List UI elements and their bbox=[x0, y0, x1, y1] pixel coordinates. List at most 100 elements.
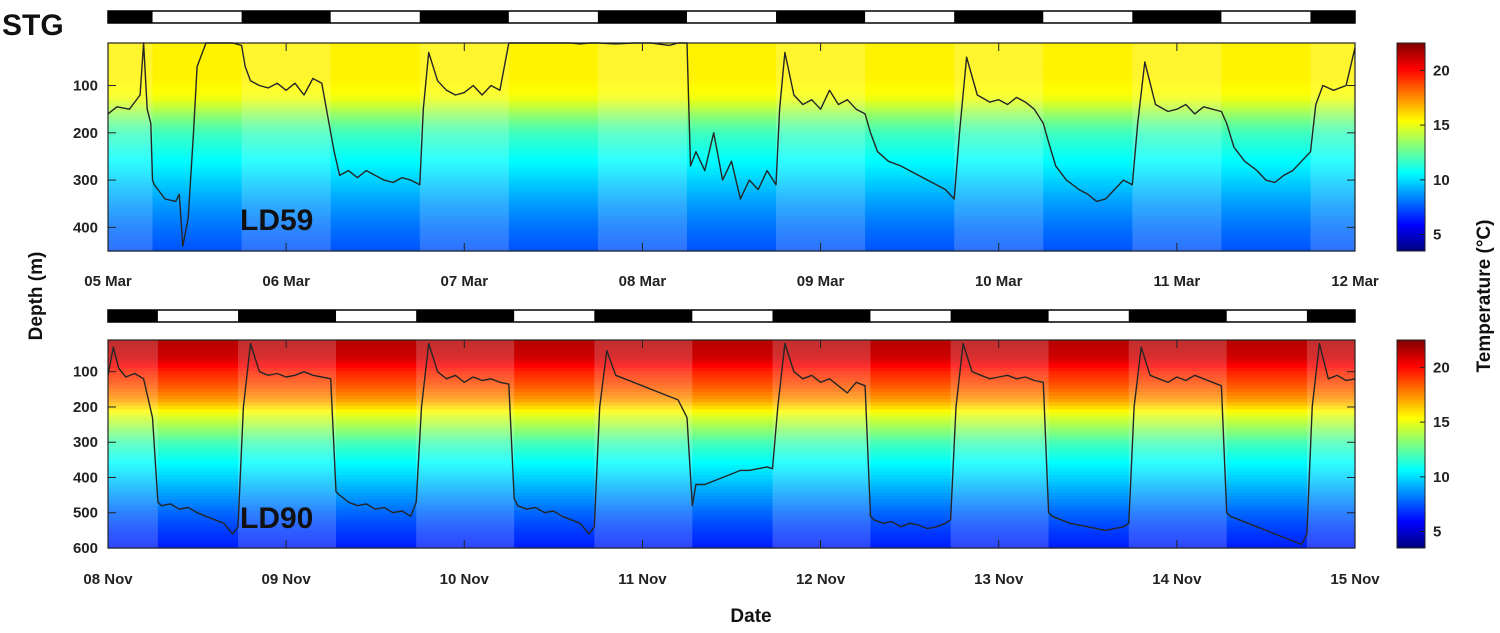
x-tick-label: 08 Nov bbox=[83, 571, 133, 588]
heatmap-band bbox=[108, 185, 1355, 190]
heatmap-band bbox=[108, 88, 1355, 93]
heatmap-band bbox=[108, 464, 1355, 469]
heatmap-band bbox=[108, 523, 1355, 528]
heatmap-band bbox=[108, 95, 1355, 100]
night-segment bbox=[1128, 310, 1227, 322]
heatmap-band bbox=[108, 371, 1355, 376]
heatmap-band bbox=[108, 126, 1355, 131]
heatmap-band bbox=[108, 67, 1355, 72]
x-tick-label: 14 Nov bbox=[1152, 571, 1202, 588]
temperature-heatmap bbox=[108, 340, 1355, 549]
panel-label: LD59 bbox=[240, 204, 313, 237]
x-tick-label: 11 Nov bbox=[618, 571, 667, 588]
heatmap-band bbox=[108, 381, 1355, 386]
heatmap-band bbox=[108, 343, 1355, 348]
heatmap-band bbox=[108, 357, 1355, 362]
temperature-heatmap bbox=[108, 43, 1355, 252]
heatmap-band bbox=[108, 509, 1355, 514]
x-tick-label: 12 Nov bbox=[796, 571, 846, 588]
heatmap-band bbox=[108, 233, 1355, 238]
y-tick-label: 300 bbox=[73, 172, 98, 189]
heatmap-band bbox=[108, 353, 1355, 358]
heatmap-band bbox=[108, 450, 1355, 455]
heatmap-band bbox=[108, 454, 1355, 459]
colorbar-tick-label: 10 bbox=[1433, 469, 1450, 486]
heatmap-band bbox=[108, 544, 1355, 549]
heatmap-band bbox=[108, 482, 1355, 487]
heatmap-band bbox=[108, 461, 1355, 466]
heatmap-band bbox=[108, 209, 1355, 214]
heatmap-band bbox=[108, 164, 1355, 169]
panel-ld90: 100 200 300 400 500 600 08 Nov 09 Nov 10 Nov 11 N… bbox=[73, 309, 1450, 588]
heatmap-band bbox=[108, 433, 1355, 438]
night-shading bbox=[1128, 340, 1227, 548]
panel-label: LD90 bbox=[240, 502, 313, 535]
night-shading bbox=[950, 340, 1049, 548]
depth-trace bbox=[107, 342, 1356, 546]
heatmap-band bbox=[108, 247, 1355, 252]
heatmap-band bbox=[108, 91, 1355, 96]
heatmap-band bbox=[108, 205, 1355, 210]
heatmap-band bbox=[108, 530, 1355, 535]
night-shading bbox=[419, 43, 509, 251]
heatmap-band bbox=[108, 496, 1355, 501]
night-segment bbox=[1310, 11, 1355, 23]
colorbar-tick-label: 5 bbox=[1433, 524, 1441, 541]
night-shading bbox=[772, 340, 871, 548]
heatmap-band bbox=[108, 133, 1355, 138]
night-shading bbox=[954, 43, 1044, 251]
x-tick-label: 13 Nov bbox=[974, 571, 1024, 588]
heatmap-band bbox=[108, 447, 1355, 452]
heatmap-band bbox=[108, 350, 1355, 355]
heatmap-band bbox=[108, 475, 1355, 480]
heatmap-band bbox=[108, 527, 1355, 532]
heatmap-band bbox=[108, 340, 1355, 345]
heatmap-band bbox=[108, 219, 1355, 224]
night-segment bbox=[1132, 11, 1222, 23]
heatmap-band bbox=[108, 192, 1355, 197]
heatmap-band bbox=[108, 174, 1355, 179]
heatmap-band bbox=[108, 513, 1355, 518]
heatmap-band bbox=[108, 412, 1355, 417]
heatmap-band bbox=[108, 81, 1355, 86]
heatmap-band bbox=[108, 416, 1355, 421]
heatmap-band bbox=[108, 105, 1355, 110]
heatmap-band bbox=[108, 199, 1355, 204]
heatmap-band bbox=[108, 181, 1355, 186]
night-segment bbox=[776, 11, 866, 23]
y-tick-label: 100 bbox=[73, 78, 98, 95]
heatmap-band bbox=[108, 419, 1355, 424]
day-night-bar bbox=[107, 10, 1356, 24]
heatmap-band bbox=[108, 506, 1355, 511]
night-segment bbox=[108, 11, 153, 23]
heatmap-band bbox=[108, 46, 1355, 51]
night-segment bbox=[772, 310, 871, 322]
heatmap-band bbox=[108, 378, 1355, 383]
heatmap-band bbox=[108, 367, 1355, 372]
heatmap-band bbox=[108, 226, 1355, 231]
night-shading bbox=[238, 340, 337, 548]
x-tick-label: 12 Mar bbox=[1331, 273, 1379, 290]
heatmap-band bbox=[108, 430, 1355, 435]
colorbar-label: Temperature (°C) bbox=[1474, 220, 1495, 373]
heatmap-band bbox=[108, 147, 1355, 152]
heatmap-band bbox=[108, 520, 1355, 525]
heatmap-band bbox=[108, 240, 1355, 245]
heatmap-band bbox=[108, 426, 1355, 431]
heatmap-band bbox=[108, 77, 1355, 82]
heatmap-band bbox=[108, 516, 1355, 521]
heatmap-band bbox=[108, 49, 1355, 54]
heatmap-band bbox=[108, 188, 1355, 193]
site-label: STG bbox=[2, 9, 64, 42]
heatmap-band bbox=[108, 153, 1355, 158]
night-segment bbox=[954, 11, 1044, 23]
heatmap-band bbox=[108, 388, 1355, 393]
heatmap-band bbox=[108, 98, 1355, 103]
heatmap-band bbox=[108, 136, 1355, 141]
heatmap-band bbox=[108, 468, 1355, 473]
heatmap-band bbox=[108, 70, 1355, 75]
heatmap-band bbox=[108, 122, 1355, 127]
panel-ld59: 100 200 300 400 05 Mar 06 Mar 07 Mar 08 Mar 09 M… bbox=[73, 10, 1450, 290]
colorbar-tick-label: 20 bbox=[1433, 62, 1450, 79]
heatmap-band bbox=[108, 489, 1355, 494]
